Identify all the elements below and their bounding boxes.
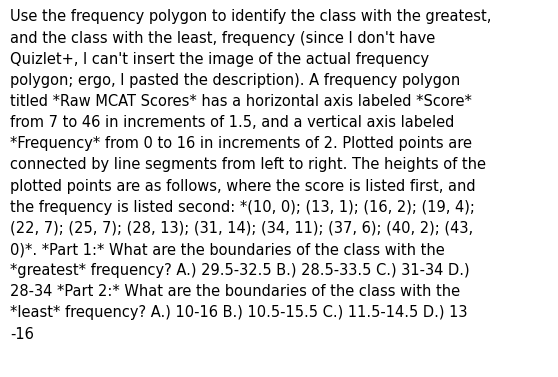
Text: *Frequency* from 0 to 16 in increments of 2. Plotted points are: *Frequency* from 0 to 16 in increments o… [10,136,472,151]
Text: plotted points are as follows, where the score is listed first, and: plotted points are as follows, where the… [10,179,475,194]
Text: and the class with the least, frequency (since I don't have: and the class with the least, frequency … [10,31,435,46]
Text: 0)*. *Part 1:* What are the boundaries of the class with the: 0)*. *Part 1:* What are the boundaries o… [10,242,445,257]
Text: -16: -16 [10,326,34,342]
Text: connected by line segments from left to right. The heights of the: connected by line segments from left to … [10,158,486,172]
Text: *greatest* frequency? A.) 29.5-32.5 B.) 28.5-33.5 C.) 31-34 D.): *greatest* frequency? A.) 29.5-32.5 B.) … [10,263,470,278]
Text: Quizlet+, I can't insert the image of the actual frequency: Quizlet+, I can't insert the image of th… [10,52,429,67]
Text: polygon; ergo, I pasted the description). A frequency polygon: polygon; ergo, I pasted the description)… [10,73,460,88]
Text: (22, 7); (25, 7); (28, 13); (31, 14); (34, 11); (37, 6); (40, 2); (43,: (22, 7); (25, 7); (28, 13); (31, 14); (3… [10,221,473,236]
Text: 28-34 *Part 2:* What are the boundaries of the class with the: 28-34 *Part 2:* What are the boundaries … [10,284,460,299]
Text: the frequency is listed second: *(10, 0); (13, 1); (16, 2); (19, 4);: the frequency is listed second: *(10, 0)… [10,200,475,215]
Text: titled *Raw MCAT Scores* has a horizontal axis labeled *Score*: titled *Raw MCAT Scores* has a horizonta… [10,94,472,109]
Text: *least* frequency? A.) 10-16 B.) 10.5-15.5 C.) 11.5-14.5 D.) 13: *least* frequency? A.) 10-16 B.) 10.5-15… [10,305,468,320]
Text: from 7 to 46 in increments of 1.5, and a vertical axis labeled: from 7 to 46 in increments of 1.5, and a… [10,115,454,130]
Text: Use the frequency polygon to identify the class with the greatest,: Use the frequency polygon to identify th… [10,9,492,25]
